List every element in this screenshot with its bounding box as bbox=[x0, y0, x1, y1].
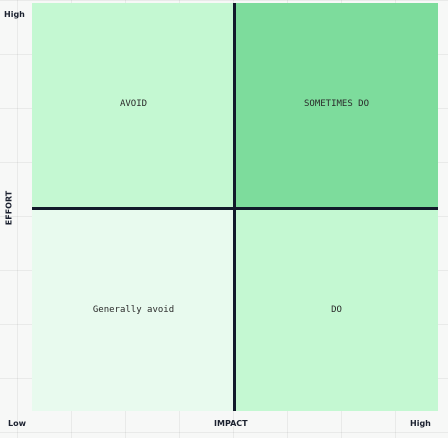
quadrant-avoid-label: AVOID bbox=[119, 99, 148, 109]
quadrant-sometimes-do-label: SOMETIMES DO bbox=[303, 99, 370, 109]
x-axis-title: IMPACT bbox=[214, 419, 248, 428]
quadrant-do-label: DO bbox=[331, 305, 342, 315]
quadrant-sometimes-do: SOMETIMES DO bbox=[235, 3, 438, 208]
quadrant-generally-avoid: Generally avoid bbox=[32, 208, 235, 411]
y-axis-high-label: High bbox=[4, 10, 25, 19]
quadrant-generally-avoid-label: Generally avoid bbox=[92, 305, 175, 315]
quadrant-do: DO bbox=[235, 208, 438, 411]
quadrant-avoid: AVOID bbox=[32, 3, 235, 208]
y-axis-title: EFFORT bbox=[4, 190, 14, 226]
x-axis-high-label: High bbox=[410, 419, 431, 428]
x-axis-low-label: Low bbox=[8, 419, 26, 428]
vertical-divider bbox=[233, 3, 236, 411]
